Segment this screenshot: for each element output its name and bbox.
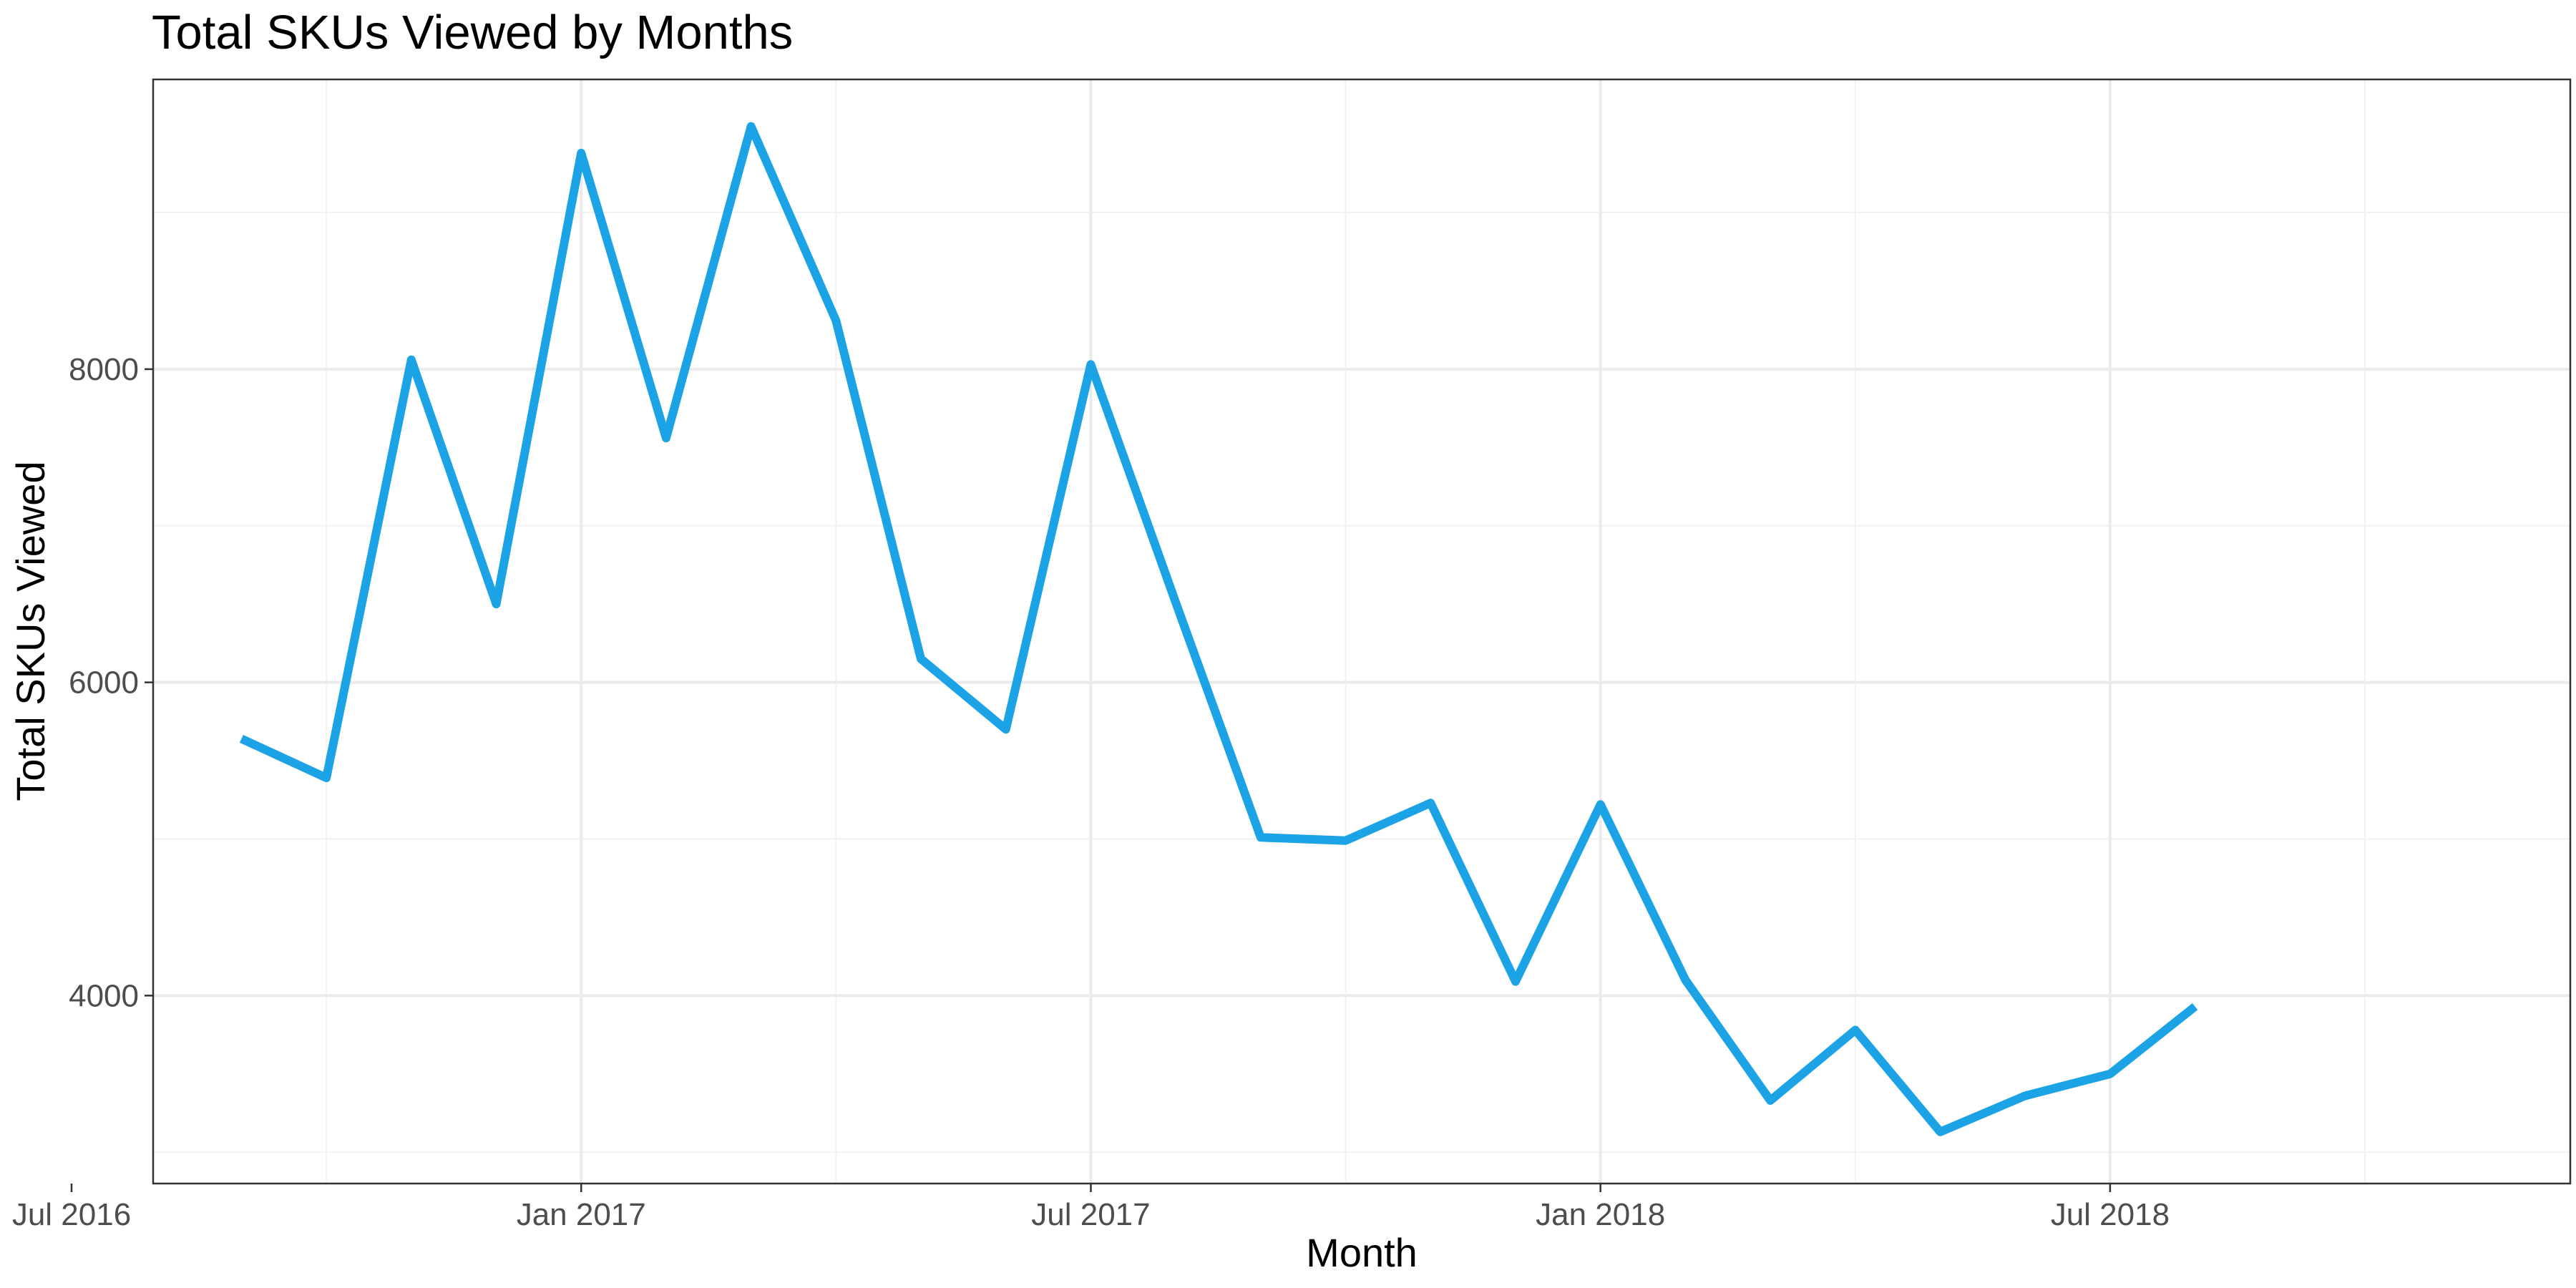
x-tick-label: Jul 2018 [2051, 1197, 2170, 1232]
x-tick-label: Jan 2017 [517, 1197, 646, 1232]
series-line-0 [239, 122, 2198, 1136]
minor-gridlines [153, 79, 2570, 1184]
x-tick-label: Jan 2018 [1536, 1197, 1665, 1232]
major-gridlines [153, 79, 2570, 1184]
series-layer [239, 122, 2198, 1136]
x-tick-label: Jul 2016 [12, 1197, 131, 1232]
y-axis: 4000 6000 8000 [69, 352, 153, 1013]
plot-panel-border [152, 78, 2572, 1185]
y-axis-title: Total SKUs Viewed [8, 461, 53, 801]
y-tick-label: 8000 [69, 352, 139, 387]
chart-title: Total SKUs Viewed by Months [152, 6, 793, 59]
y-tick-label: 6000 [69, 665, 139, 701]
x-axis-title: Month [1306, 1230, 1418, 1275]
x-axis: Jul 2016 Jan 2017 Jul 2017 Jan 2018 Jul 2018 [12, 1184, 2170, 1232]
y-tick-label: 4000 [69, 978, 139, 1013]
x-tick-label: Jul 2017 [1031, 1197, 1150, 1232]
